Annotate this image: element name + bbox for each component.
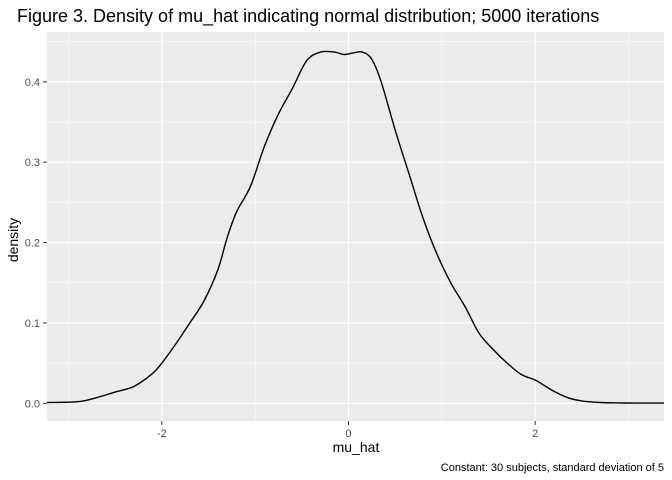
minor-gridlines: [47, 32, 664, 421]
y-axis-title: density: [5, 218, 21, 262]
y-axis: 0.0 0.1 0.2 0.3 0.4: [25, 77, 47, 410]
x-tick-label: -2: [157, 428, 167, 440]
x-tick-label: 0: [345, 428, 351, 440]
major-gridlines: [47, 32, 664, 421]
plot-panel: [47, 32, 664, 421]
y-tick-label: 0.3: [25, 157, 40, 169]
y-tick-label: 0.2: [25, 238, 40, 250]
chart-caption: Constant: 30 subjects, standard deviatio…: [441, 462, 664, 474]
x-axis: -2 0 2: [157, 421, 538, 440]
y-tick-label: 0.4: [25, 77, 40, 89]
y-tick-label: 0.1: [25, 318, 40, 330]
x-tick-label: 2: [532, 428, 538, 440]
density-curve: [46, 50, 665, 404]
chart-title: Figure 3. Density of mu_hat indicating n…: [17, 6, 599, 27]
x-axis-title: mu_hat: [333, 439, 380, 455]
y-tick-label: 0.0: [25, 398, 40, 410]
